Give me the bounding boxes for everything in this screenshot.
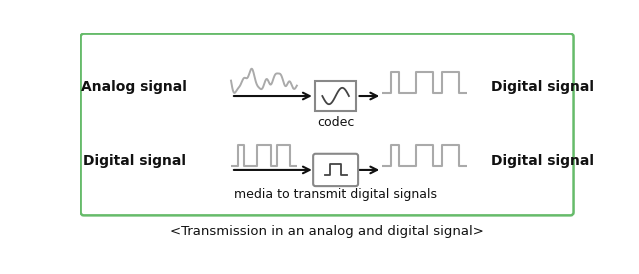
- Text: Digital signal: Digital signal: [82, 154, 185, 168]
- Text: Digital signal: Digital signal: [491, 154, 594, 168]
- Text: media to transmit digital signals: media to transmit digital signals: [234, 189, 437, 201]
- Text: codec: codec: [317, 116, 354, 129]
- Text: Analog signal: Analog signal: [81, 80, 187, 94]
- Text: <Transmission in an analog and digital signal>: <Transmission in an analog and digital s…: [170, 225, 484, 238]
- FancyBboxPatch shape: [313, 154, 358, 186]
- Text: Digital signal: Digital signal: [491, 80, 594, 94]
- FancyBboxPatch shape: [316, 81, 356, 111]
- FancyBboxPatch shape: [81, 34, 574, 215]
